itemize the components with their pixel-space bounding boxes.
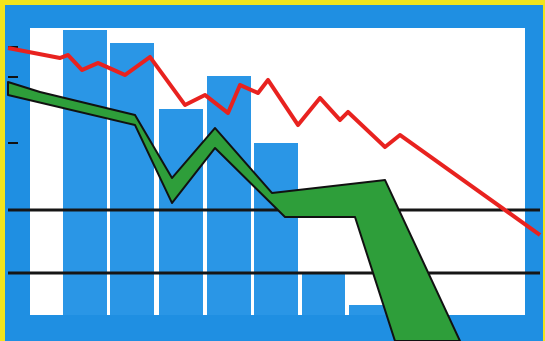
bar (254, 143, 298, 315)
bar (302, 273, 345, 315)
red-line (7, 46, 542, 237)
bar (349, 305, 392, 315)
horizontal-lines (8, 208, 540, 275)
bar (110, 43, 154, 315)
green-ribbon (7, 81, 461, 341)
bar (63, 30, 107, 315)
bar (159, 109, 203, 315)
bar (207, 76, 251, 315)
bars (63, 30, 392, 315)
